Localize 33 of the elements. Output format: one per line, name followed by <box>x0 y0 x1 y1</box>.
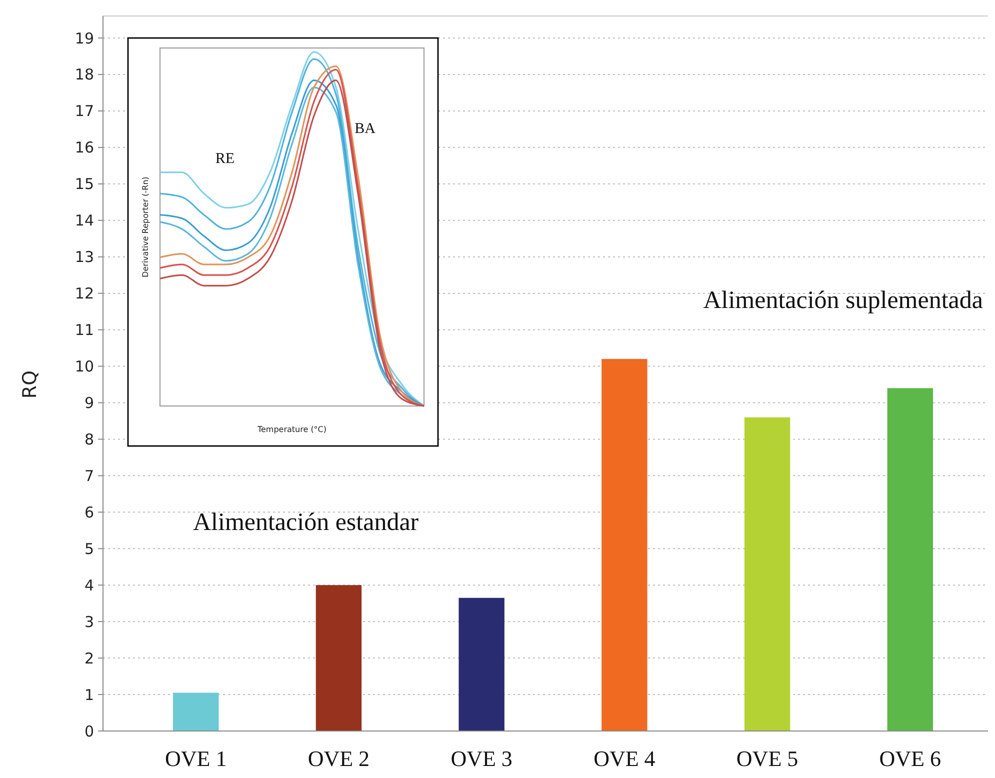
y-tick-label: 7 <box>84 466 94 485</box>
y-axis-title: Derivative Reporter (-Rn) <box>141 176 150 278</box>
y-tick-label: 5 <box>84 540 94 558</box>
y-tick-label: 3 <box>84 612 94 631</box>
y-tick-label: 13 <box>74 248 94 266</box>
x-tick-label: OVE 6 <box>879 746 941 771</box>
y-tick-label: 9 <box>84 394 94 412</box>
y-tick-label: 12 <box>74 284 94 303</box>
y-tick-label: 17 <box>74 102 94 120</box>
y-tick-label: 16 <box>74 138 94 157</box>
x-tick-label: OVE 5 <box>736 746 798 771</box>
y-tick-label: 15 <box>74 175 94 194</box>
y-tick-label: 10 <box>74 358 94 376</box>
y-tick-label: 18 <box>74 66 94 84</box>
annotation: Alimentación estandar <box>193 509 420 536</box>
y-tick-label: 0 <box>84 722 94 740</box>
y-axis-title: RQ <box>19 370 41 399</box>
y-tick-label: 6 <box>84 503 94 522</box>
annotation: BA <box>354 121 376 137</box>
y-tick-label: 4 <box>84 576 94 594</box>
x-tick-label: OVE 4 <box>594 746 656 771</box>
annotation: RE <box>215 151 235 167</box>
annotation: Alimentación suplementada <box>703 287 983 314</box>
y-tick-label: 19 <box>74 29 94 48</box>
y-tick-label: 8 <box>84 430 94 448</box>
y-tick-label: 2 <box>84 649 94 668</box>
x-tick-label: OVE 2 <box>308 746 370 771</box>
y-tick-label: 14 <box>74 212 94 230</box>
x-tick-label: OVE 1 <box>165 746 227 771</box>
y-tick-label: 11 <box>74 321 94 340</box>
x-tick-label: OVE 3 <box>450 746 512 771</box>
y-tick-label: 1 <box>84 686 94 704</box>
x-axis-title: Temperature (°C) <box>256 425 327 434</box>
